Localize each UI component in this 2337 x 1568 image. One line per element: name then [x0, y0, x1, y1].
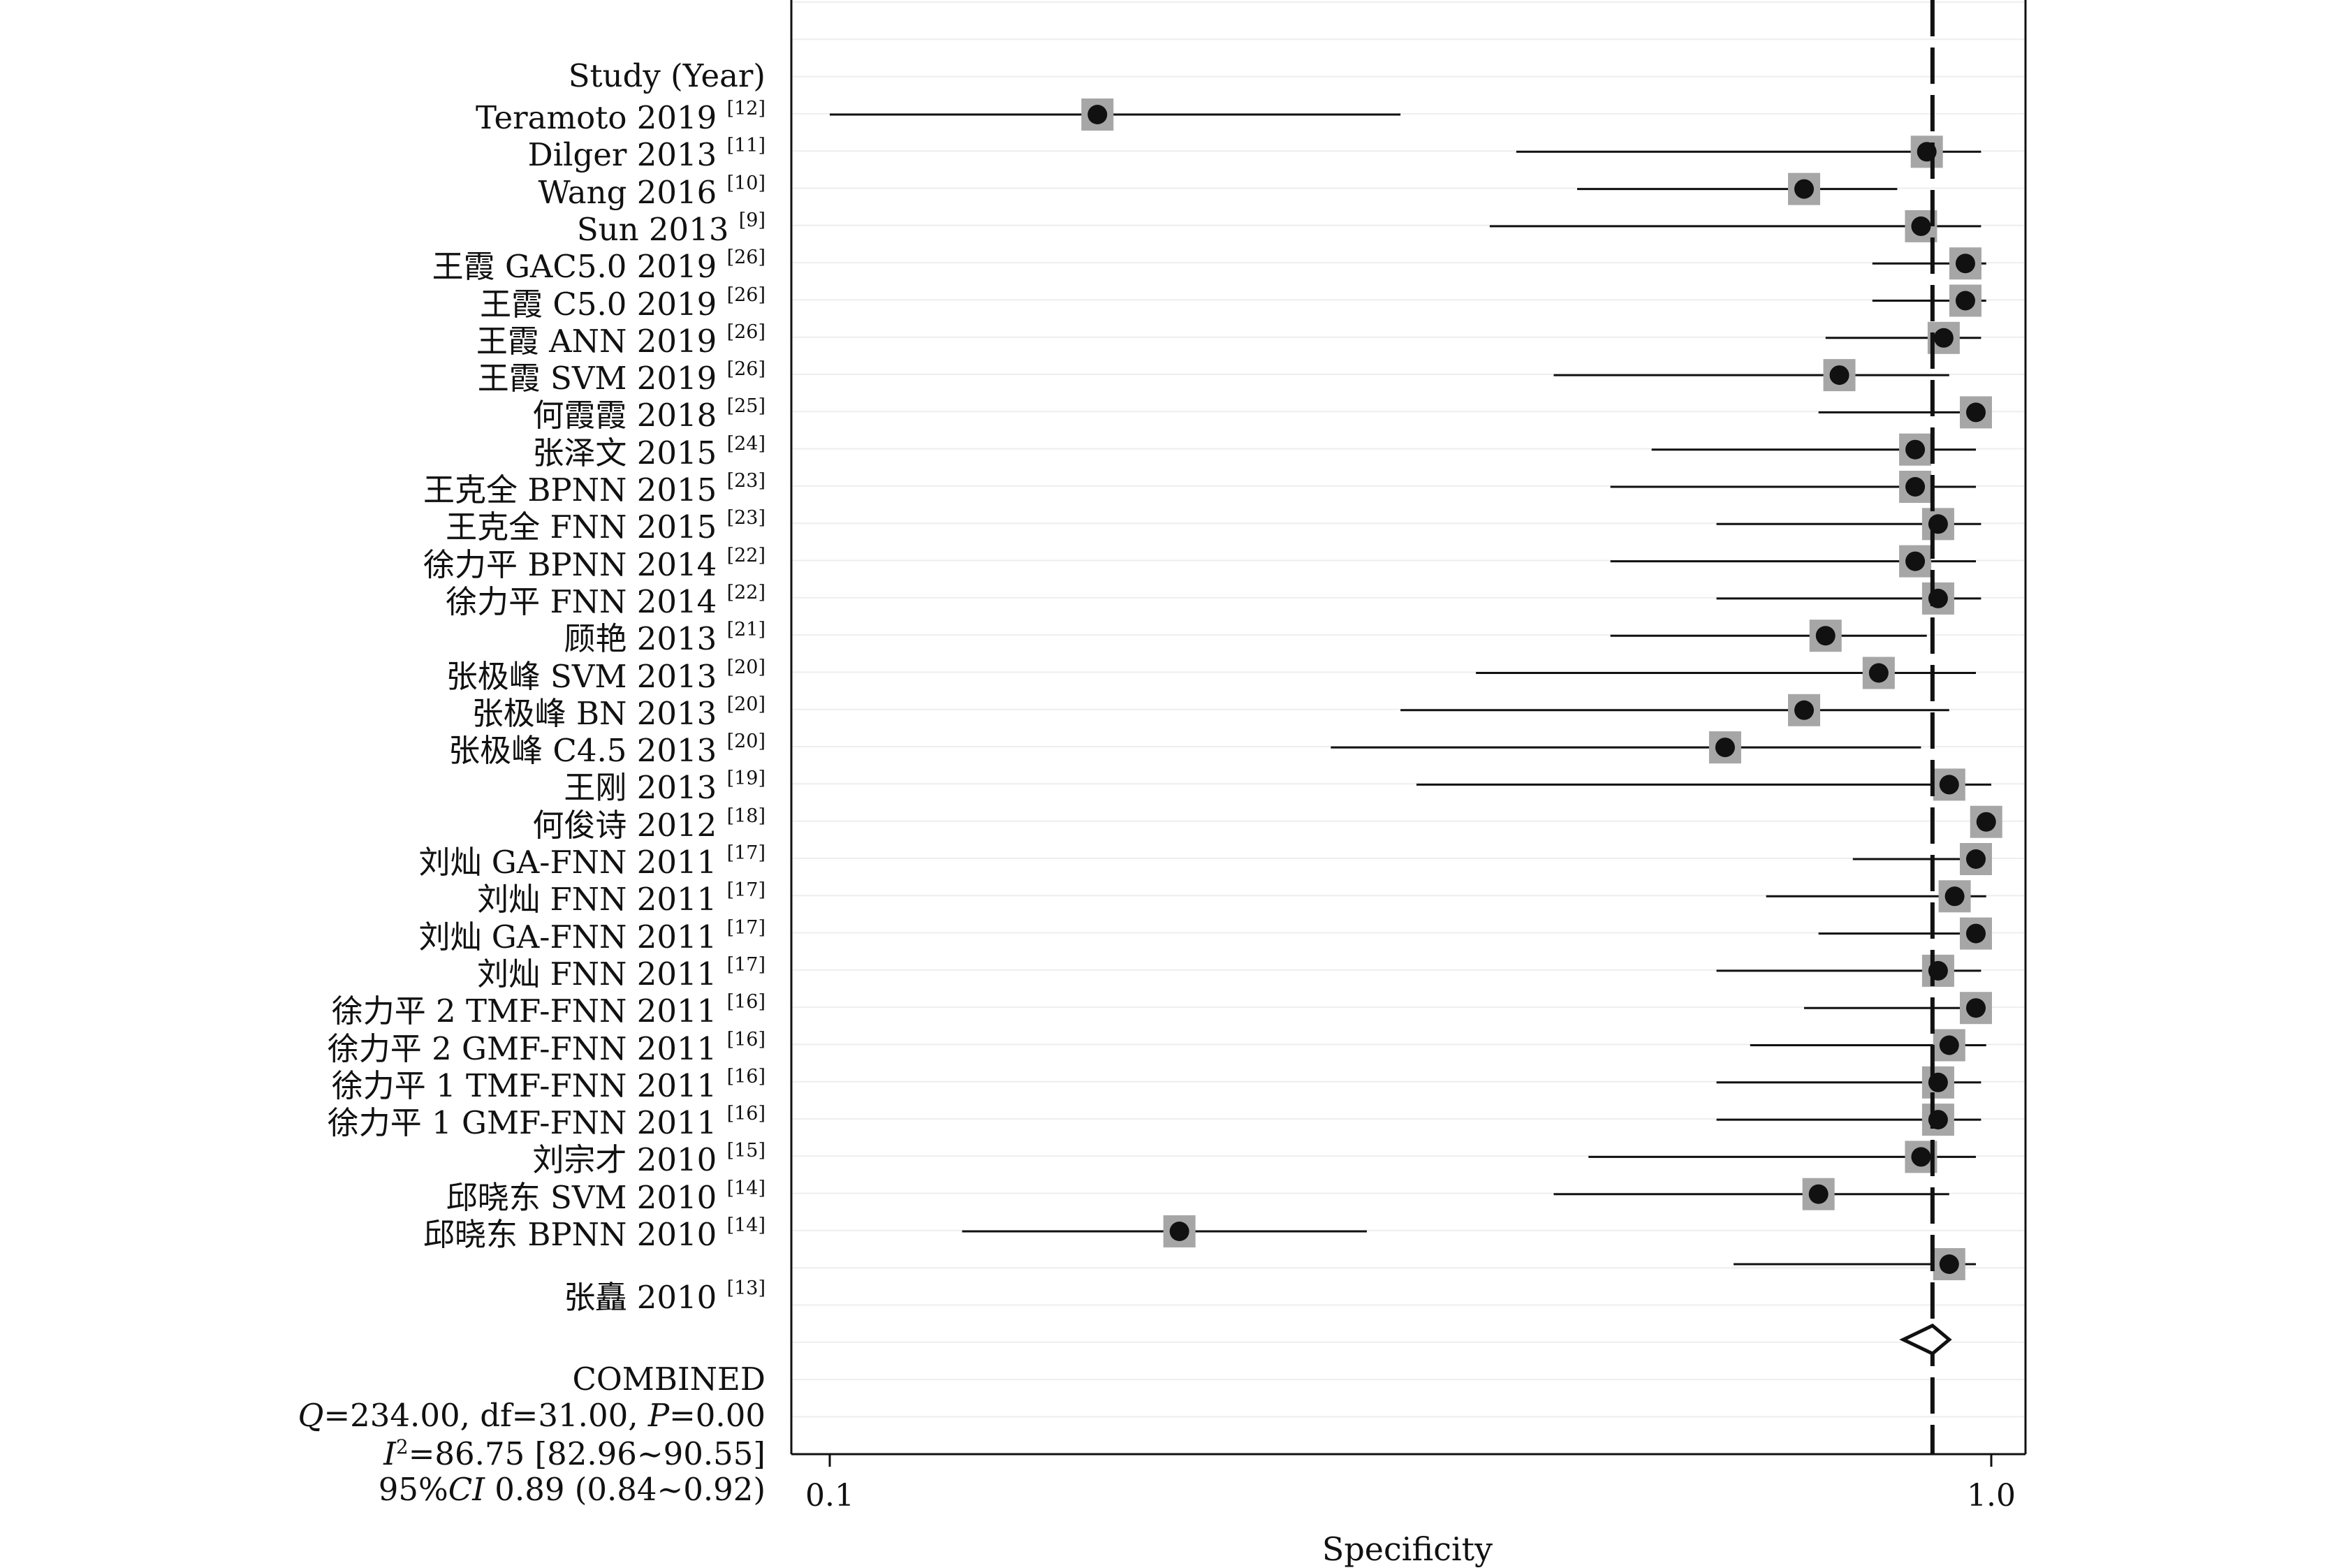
study-label: 王霞 C5.0 2019 [26] [480, 284, 765, 323]
point-estimate [1911, 1147, 1931, 1167]
point-estimate [1939, 1254, 1959, 1274]
point-estimate [1966, 849, 1986, 869]
study-label: 王霞 GAC5.0 2019 [26] [432, 247, 765, 286]
point-estimate [1715, 738, 1735, 758]
point-estimate [1966, 402, 1986, 423]
study-label: 何俊诗 2012 [18] [532, 805, 765, 844]
study-label: 王刚 2013 [19] [564, 768, 765, 807]
study-label: 王克全 BPNN 2015 [23] [423, 470, 765, 508]
point-estimate [1815, 626, 1836, 646]
p-value: =0.00 [669, 1397, 765, 1434]
point-estimate [1794, 179, 1815, 199]
study-label: 邱晓东 SVM 2010 [14] [446, 1177, 765, 1216]
ci-symbol: CI [448, 1471, 485, 1508]
study-label: 张极峰 SVM 2013 [20] [446, 656, 765, 695]
point-estimate [1868, 663, 1889, 683]
study-label: Wang 2016 [10] [538, 172, 765, 211]
point-estimate [1966, 998, 1986, 1018]
header-label: Study (Year) [568, 57, 765, 94]
study-label: Teramoto 2019 [12] [476, 98, 765, 136]
point-estimate [1939, 775, 1959, 795]
study-label: 张极峰 C4.5 2013 [20] [448, 731, 765, 770]
study-label: 刘灿 FNN 2011 [17] [477, 953, 765, 992]
study-label: 刘宗才 2010 [15] [532, 1140, 765, 1179]
study-label: 王霞 ANN 2019 [26] [476, 321, 765, 360]
q-symbol: Q [298, 1397, 324, 1434]
study-label: 徐力平 1 TMF-FNN 2011 [16] [331, 1065, 765, 1104]
study-label: 刘灿 GA-FNN 2011 [17] [418, 916, 766, 955]
study-label: 刘灿 FNN 2011 [17] [477, 879, 765, 918]
i-symbol: I [383, 1435, 396, 1472]
study-label: 邱晓东 BPNN 2010 [14] [423, 1215, 765, 1253]
x-axis-label: Specificity [1321, 1530, 1493, 1568]
i2-value: =86.75 [82.96~90.55] [408, 1435, 765, 1472]
study-label: 徐力平 2 TMF-FNN 2011 [16] [331, 991, 765, 1030]
p-symbol: P [647, 1397, 670, 1434]
point-estimate [1966, 923, 1986, 944]
study-label: 张极峰 BN 2013 [20] [471, 693, 765, 732]
point-estimate [1911, 216, 1931, 236]
point-estimate [1829, 365, 1849, 386]
study-label: 张泽文 2015 [24] [532, 432, 765, 471]
point-estimate [1905, 551, 1926, 571]
point-estimate [1955, 254, 1975, 274]
point-estimate [1955, 291, 1975, 311]
study-label: 顾艳 2013 [21] [564, 619, 765, 658]
ci-value: 0.89 (0.84~0.92) [484, 1471, 765, 1508]
study-label: 何霞霞 2018 [25] [532, 395, 765, 434]
point-estimate [1905, 439, 1926, 460]
point-estimate [1944, 886, 1965, 907]
point-estimate [1087, 105, 1108, 124]
ci-prefix: 95% [378, 1471, 448, 1508]
combined-label: COMBINED [572, 1361, 765, 1398]
study-label: Dilger 2013 [11] [527, 135, 765, 174]
q-value: =234.00, df=31.00, [323, 1397, 648, 1434]
point-estimate [1794, 700, 1815, 720]
point-estimate [1905, 477, 1926, 497]
q-statistic: Q=234.00, df=31.00, P=0.00 [298, 1400, 765, 1431]
study-label: 徐力平 1 GMF-FNN 2011 [16] [327, 1103, 765, 1142]
combined-diamond [1899, 1324, 1952, 1356]
study-label: 徐力平 FNN 2014 [22] [446, 581, 765, 620]
point-estimate [1933, 328, 1954, 348]
study-label: 徐力平 2 GMF-FNN 2011 [16] [327, 1028, 765, 1067]
ci-statistic: 95%CI 0.89 (0.84~0.92) [379, 1474, 765, 1505]
study-label: 刘灿 GA-FNN 2011 [17] [418, 842, 766, 881]
point-estimate [1169, 1222, 1189, 1241]
study-label: 张矗 2010 [13] [564, 1277, 765, 1316]
study-label: Sun 2013 [9] [576, 209, 765, 248]
study-label: 徐力平 BPNN 2014 [22] [423, 544, 765, 583]
i2-statistic: I2=86.75 [82.96~90.55] [383, 1435, 765, 1472]
study-label: 王霞 SVM 2019 [26] [477, 358, 765, 397]
x-tick-label-0: 0.1 [805, 1478, 854, 1514]
point-estimate [1808, 1184, 1829, 1204]
study-label: 王克全 FNN 2015 [23] [446, 507, 765, 546]
x-tick-label-1: 1.0 [1967, 1478, 2016, 1514]
point-estimate [1976, 812, 1996, 832]
point-estimate [1939, 1035, 1959, 1055]
